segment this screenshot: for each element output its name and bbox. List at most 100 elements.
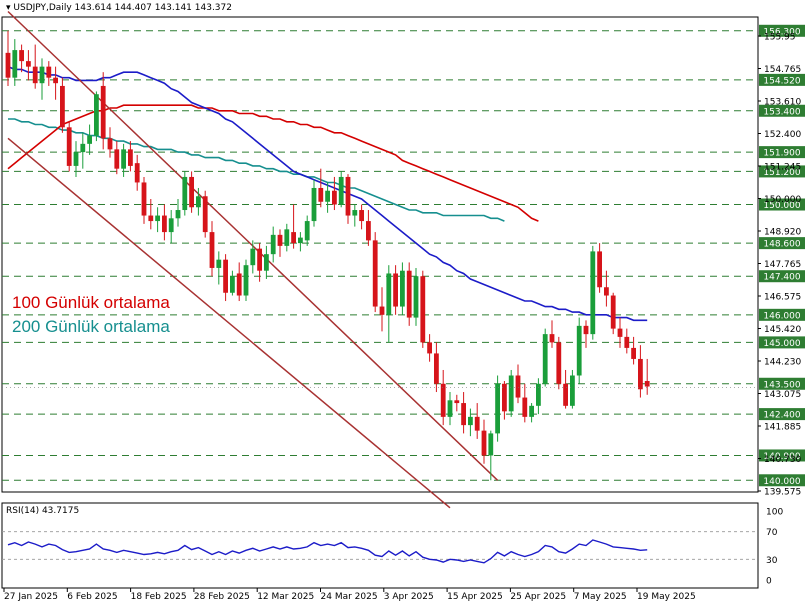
candle-body	[80, 143, 86, 153]
candle-body	[325, 190, 330, 202]
level-tag	[759, 146, 805, 159]
candle-body	[26, 61, 31, 67]
ma100-legend: 100 Günlük ortalama	[12, 293, 170, 312]
channel-lower-line	[7, 137, 451, 509]
level-tag	[759, 198, 805, 211]
candle-body	[128, 149, 133, 166]
x-tick-label: 19 May 2025	[637, 592, 696, 602]
ma200-legend: 200 Günlük ortalama	[12, 317, 170, 336]
rsi-line	[7, 539, 648, 564]
candle-body	[420, 276, 426, 343]
candle-body	[338, 176, 344, 205]
y-tick-label: 151.245	[764, 163, 801, 173]
candle-body	[270, 234, 276, 255]
candle-body	[434, 353, 439, 384]
y-tick-label: 146.575	[764, 293, 801, 303]
candle-body	[624, 336, 630, 348]
candle-body	[162, 215, 167, 233]
candle-body	[617, 328, 623, 337]
level-lines: 156.300 154.520 153.400 151.900 151.200 150.0…	[2, 24, 805, 487]
level-tag	[759, 474, 805, 487]
y-tick-label: 155.95	[764, 33, 796, 43]
candle-body	[216, 259, 222, 268]
candle-body	[590, 251, 596, 335]
candle-body	[12, 50, 18, 78]
candle-body	[515, 375, 521, 398]
chart-frame	[1, 16, 759, 589]
candle-body	[46, 66, 52, 78]
candle-body	[386, 273, 392, 315]
level-label: 143.500	[763, 380, 800, 390]
level-tag	[759, 270, 805, 283]
candle-body	[250, 248, 256, 266]
rsi-panel: 100 70 30 0	[2, 508, 783, 587]
candle-body	[230, 276, 235, 293]
candlesticks	[2, 30, 758, 481]
candle-body	[94, 94, 99, 136]
level-label: 154.520	[763, 76, 800, 86]
candle-body	[223, 259, 228, 293]
level-label: 156.300	[763, 27, 800, 37]
candle-body	[209, 232, 215, 268]
candle-body	[121, 149, 126, 169]
level-label: 145.000	[763, 339, 800, 349]
candle-body	[134, 163, 140, 183]
ohlc-values: 143.614 144.407 143.141 143.372	[74, 3, 232, 13]
candle-body	[257, 248, 262, 271]
candle-body	[447, 400, 453, 417]
candle-body	[352, 210, 358, 216]
candle-body	[604, 287, 609, 296]
rsi-tick-label: 100	[766, 508, 783, 518]
candle-body	[168, 218, 174, 233]
candle-body	[236, 273, 242, 296]
y-tick-label: 150.000	[764, 195, 801, 205]
level-tag	[759, 377, 805, 390]
candle-body	[19, 50, 24, 62]
candle-body	[311, 187, 317, 222]
candle-body	[529, 405, 534, 417]
x-tick-label: 7 May 2025	[574, 592, 627, 602]
rsi-label: RSI(14) 43.7175	[6, 506, 80, 516]
level-label: 142.400	[763, 411, 800, 421]
level-label: 153.400	[763, 107, 800, 117]
y-tick-label: 145.420	[764, 325, 801, 335]
candle-body	[488, 433, 494, 456]
candle-body	[53, 77, 58, 84]
candle-body	[60, 85, 65, 128]
candle-body	[298, 237, 303, 244]
y-tick-label: 153.610	[764, 98, 801, 108]
ma100-line	[7, 104, 539, 222]
candle-body	[332, 190, 337, 205]
level-label: 147.400	[763, 273, 800, 283]
candle-body	[366, 221, 371, 241]
y-tick-label: 139.575	[764, 488, 801, 498]
candle-body	[304, 221, 310, 241]
candle-body	[277, 234, 283, 246]
candle-body	[461, 403, 466, 426]
main-panel-border	[1, 16, 759, 493]
candle-body	[196, 196, 201, 208]
candle-body	[39, 66, 45, 84]
level-label: 151.200	[763, 168, 800, 178]
candle-body	[549, 334, 555, 343]
y-tick-label: 143.075	[764, 390, 801, 400]
candle-body	[576, 325, 582, 376]
candle-body	[508, 375, 514, 412]
x-tick-label: 24 Mar 2025	[321, 592, 378, 602]
x-tick-label: 27 Jan 2025	[4, 592, 58, 602]
candle-body	[107, 138, 113, 150]
candle-body	[73, 152, 79, 166]
y-tick-label: 154.765	[764, 65, 801, 75]
candle-body	[522, 397, 528, 417]
candle-body	[264, 254, 269, 271]
candle-body	[631, 347, 636, 359]
candle-body	[291, 232, 296, 244]
candle-body	[406, 270, 412, 318]
candle-body	[32, 66, 38, 84]
level-label: 150.000	[763, 201, 800, 211]
candle-body	[481, 430, 487, 456]
candle-body	[427, 342, 432, 354]
candle-body	[563, 383, 568, 406]
x-tick-label: 12 Mar 2025	[257, 592, 314, 602]
